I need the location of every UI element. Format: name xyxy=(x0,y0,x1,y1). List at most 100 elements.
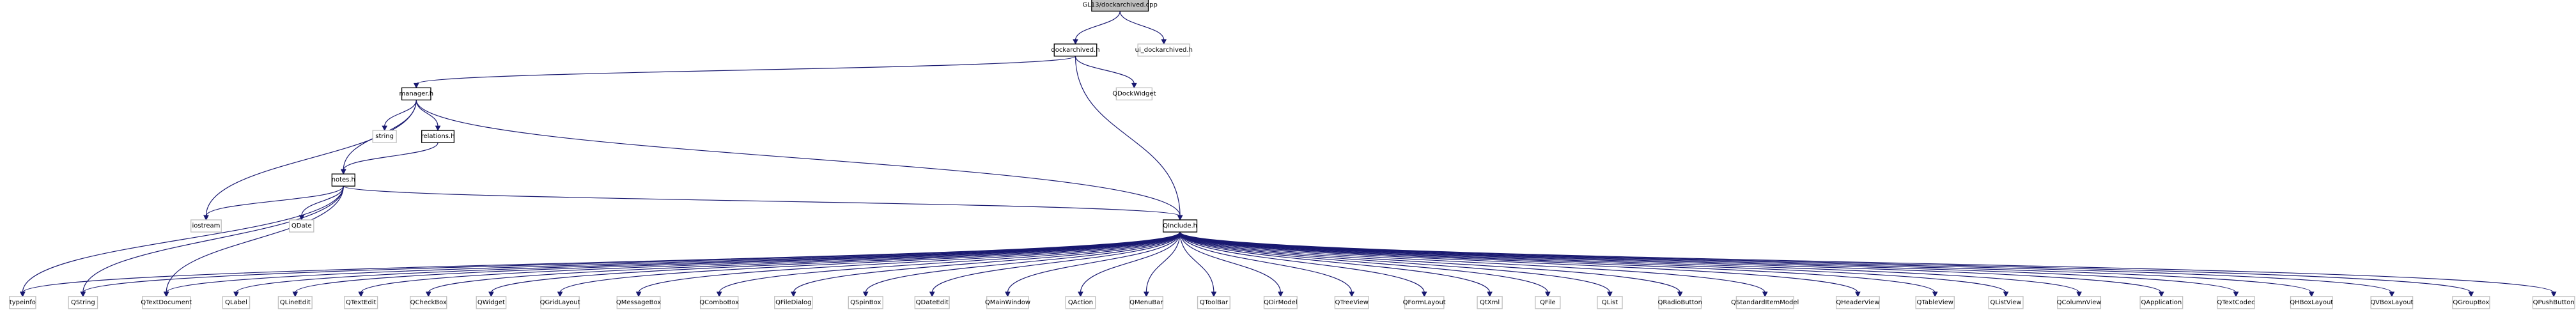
node-QApplication: QApplication xyxy=(2139,296,2184,309)
node-box-QTableView xyxy=(1915,296,1955,309)
arrowhead-qinclude-to-QTextDocument xyxy=(163,291,169,297)
node-box-QListView xyxy=(1988,296,2024,309)
edge-notes-to-iostream xyxy=(205,185,344,217)
node-QFileDialog: QFileDialog xyxy=(774,296,813,309)
node-label-QStandardItemModel: QStandardItemModel xyxy=(1731,299,1799,306)
node-relations[interactable]: relations.h xyxy=(421,130,455,143)
edge-qinclude-to-QHBoxLayout xyxy=(1179,231,2312,293)
node-QMenuBar: QMenuBar xyxy=(1129,296,1163,309)
node-box-QHeaderView xyxy=(1835,296,1880,309)
node-label-QAction: QAction xyxy=(1068,299,1093,306)
arrowhead-relations-to-notes xyxy=(340,169,346,175)
node-box-QColumnView xyxy=(2057,296,2102,309)
node-box-string xyxy=(372,130,397,143)
node-QGridLayout: QGridLayout xyxy=(540,296,580,309)
node-box-QtXml xyxy=(1477,296,1503,309)
arrowhead-qinclude-to-QVBoxLayout xyxy=(2389,291,2395,297)
node-label-iostream: iostream xyxy=(192,222,220,229)
node-label-QPushButton: QPushButton xyxy=(2533,299,2575,306)
node-box-QFormLayout xyxy=(1404,296,1445,309)
node-iostream: iostream xyxy=(190,219,222,233)
node-qinclude[interactable]: QInclude.h xyxy=(1163,219,1198,233)
node-typeinfo: typeinfo xyxy=(9,296,36,309)
node-QMessageBox: QMessageBox xyxy=(616,296,661,309)
node-label-QLabel: QLabel xyxy=(225,299,247,306)
node-label-qdockwidget: QDockWidget xyxy=(1112,90,1156,97)
node-label-QTableView: QTableView xyxy=(1917,299,1953,306)
edge-manager-to-iostream xyxy=(205,100,417,216)
edge-qinclude-to-QCheckBox xyxy=(428,231,1181,293)
edge-qinclude-to-QLineEdit xyxy=(295,231,1181,293)
node-label-QHBoxLayout: QHBoxLayout xyxy=(2290,299,2333,306)
node-QFile: QFile xyxy=(1535,296,1561,309)
arrowhead-qinclude-to-QSpinBox xyxy=(862,291,869,297)
edge-notes-to-qdate xyxy=(301,186,344,217)
node-QPushButton: QPushButton xyxy=(2532,296,2575,309)
node-QDateEdit: QDateEdit xyxy=(914,296,950,309)
edge-qinclude-to-QTextEdit xyxy=(361,231,1181,293)
node-QtXml: QtXml xyxy=(1477,296,1503,309)
edge-qinclude-to-QHeaderView xyxy=(1179,231,1858,293)
node-manager[interactable]: manager.h xyxy=(399,87,433,101)
node-label-QWidget: QWidget xyxy=(477,299,505,306)
node-box-qdockwidget xyxy=(1115,87,1152,101)
node-QList: QList xyxy=(1597,296,1623,309)
node-string: string xyxy=(372,130,397,143)
node-QTextCodec: QTextCodec xyxy=(2217,296,2255,309)
arrowhead-qinclude-to-QList xyxy=(1607,291,1613,297)
edge-qinclude-to-QTextDocument xyxy=(166,231,1181,293)
edge-qinclude-to-QToolBar xyxy=(1179,231,1214,293)
node-label-QTreeView: QTreeView xyxy=(1335,299,1369,306)
edge-qinclude-to-typeinfo xyxy=(22,231,1181,293)
node-label-qdate: QDate xyxy=(291,222,312,229)
arrowhead-qinclude-to-QFormLayout xyxy=(1421,291,1427,297)
edge-root-to-dockh xyxy=(1075,11,1121,40)
node-notes[interactable]: notes.h xyxy=(332,173,355,187)
node-label-relations: relations.h xyxy=(421,133,455,140)
node-QGroupBox: QGroupBox xyxy=(2452,296,2490,309)
edge-dockh-to-manager xyxy=(415,56,1076,84)
edge-qinclude-to-QAction xyxy=(1080,231,1181,293)
node-qdate: QDate xyxy=(289,219,314,233)
node-QTextDocument: QTextDocument xyxy=(141,296,192,309)
node-box-qinclude xyxy=(1163,219,1198,233)
node-box-QMessageBox xyxy=(616,296,661,309)
node-box-manager xyxy=(401,87,431,101)
node-box-QTextEdit xyxy=(344,296,378,309)
arrowhead-qinclude-to-QMenuBar xyxy=(1144,291,1149,297)
node-box-QLabel xyxy=(222,296,251,309)
arrowhead-qinclude-to-QTableView xyxy=(1932,291,1938,297)
edge-qinclude-to-QFile xyxy=(1179,231,1548,293)
arrowhead-root-to-dockh xyxy=(1073,39,1078,45)
node-box-QWidget xyxy=(476,296,507,309)
edge-qinclude-to-QWidget xyxy=(490,231,1181,293)
node-QTableView: QTableView xyxy=(1915,296,1955,309)
edge-relations-to-notes xyxy=(343,142,438,171)
node-root[interactable]: GL13/dockarchived.cpp xyxy=(1082,0,1158,12)
node-label-QComboBox: QComboBox xyxy=(699,299,739,306)
node-box-QRadioButton xyxy=(1658,296,1702,309)
edge-qinclude-to-QListView xyxy=(1179,231,2006,293)
arrowhead-qinclude-to-QDirModel xyxy=(1278,291,1284,297)
node-label-QHeaderView: QHeaderView xyxy=(1836,299,1879,306)
node-QStandardItemModel: QStandardItemModel xyxy=(1731,296,1799,309)
node-QComboBox: QComboBox xyxy=(699,296,739,309)
arrowhead-qinclude-to-QGroupBox xyxy=(2468,291,2474,297)
node-box-QStandardItemModel xyxy=(1735,296,1794,309)
arrowhead-qinclude-to-QtXml xyxy=(1487,291,1493,297)
node-label-manager: manager.h xyxy=(399,90,433,97)
node-layer: GL13/dockarchived.cpp dockarchived.h ui_do… xyxy=(9,0,2575,309)
node-QHeaderView: QHeaderView xyxy=(1835,296,1880,309)
node-label-QToolBar: QToolBar xyxy=(1200,299,1229,306)
edge-qinclude-to-QComboBox xyxy=(718,231,1181,293)
node-QLineEdit: QLineEdit xyxy=(277,296,313,309)
node-box-QApplication xyxy=(2139,296,2184,309)
edge-notes-to-QTextDocument xyxy=(166,186,344,293)
node-dockh[interactable]: dockarchived.h xyxy=(1051,43,1100,57)
edge-qinclude-to-QTreeView xyxy=(1179,231,1353,293)
node-QHBoxLayout: QHBoxLayout xyxy=(2290,296,2333,309)
node-box-QTreeView xyxy=(1334,296,1369,309)
node-box-QDirModel xyxy=(1263,296,1298,309)
edge-qinclude-to-QApplication xyxy=(1179,231,2162,293)
node-label-QMainWindow: QMainWindow xyxy=(985,299,1030,306)
